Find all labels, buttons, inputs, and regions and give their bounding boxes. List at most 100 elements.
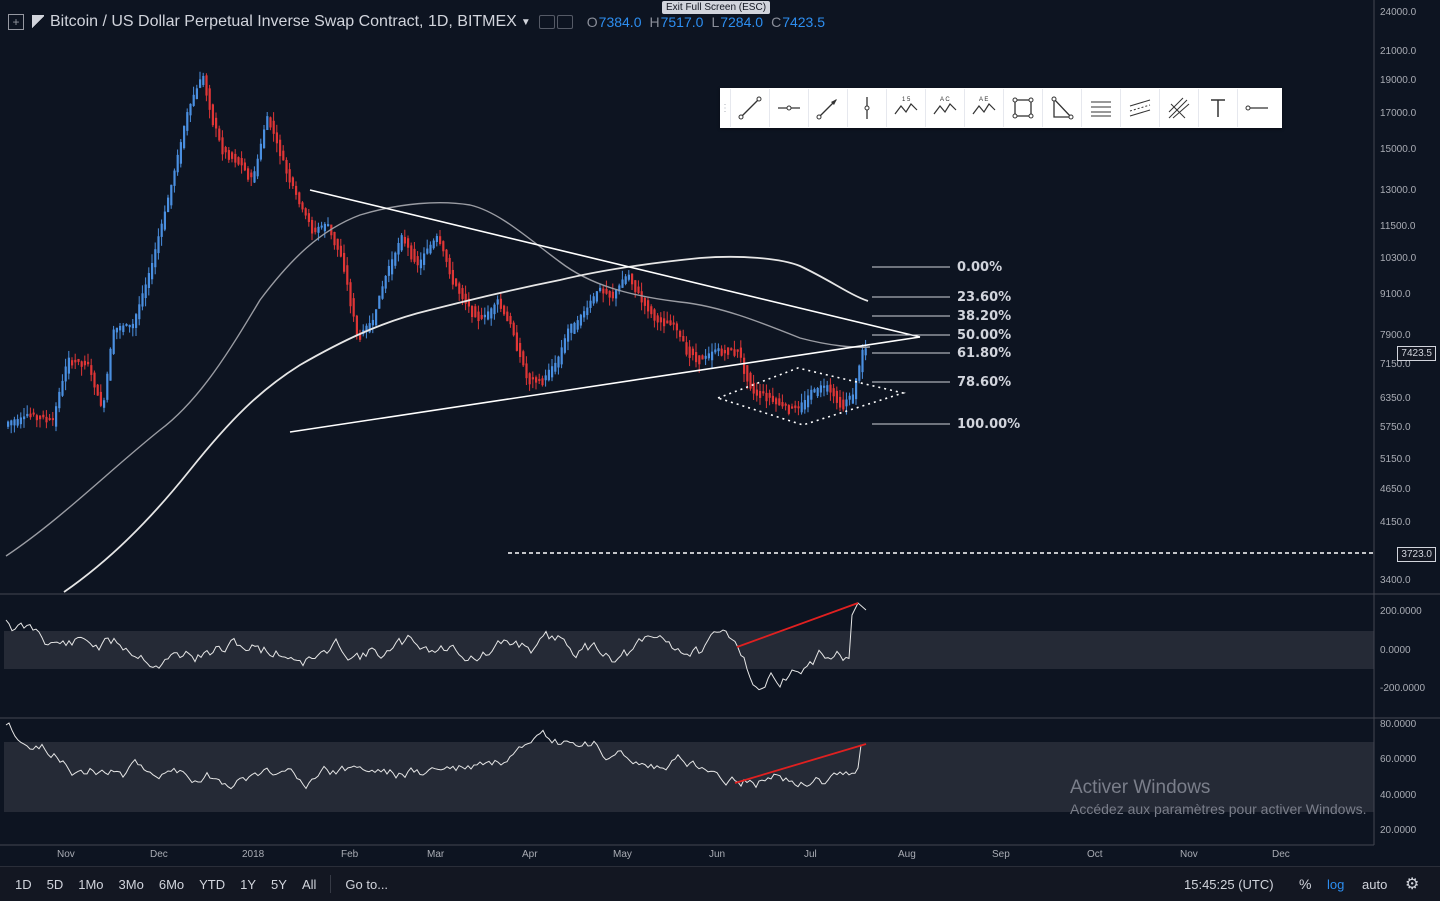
range-all[interactable]: All (301, 876, 317, 892)
price-tick: 21000.0 (1380, 46, 1417, 57)
candle-body (282, 150, 285, 161)
go-to-button[interactable]: Go to... (345, 876, 389, 892)
fib-label-786: 78.60% (957, 375, 1012, 390)
exit-fullscreen-tooltip[interactable]: Exit Full Screen (ESC) (662, 1, 771, 14)
candle-body (192, 94, 195, 106)
range-3mo[interactable]: 3Mo (118, 876, 144, 892)
percent-scale-toggle[interactable]: % (1299, 876, 1312, 892)
candle-body (583, 311, 586, 318)
candle-body (615, 290, 618, 299)
drag-handle-icon[interactable]: ⋮ (720, 102, 730, 114)
candle-body (419, 259, 422, 269)
candle-body (765, 392, 768, 402)
candle-body (480, 314, 483, 319)
chart-area[interactable]: + Bitcoin / US Dollar Perpetual Inverse … (0, 0, 1440, 866)
candle-body (327, 224, 330, 227)
range-5y[interactable]: 5Y (271, 876, 287, 892)
candle-body (832, 388, 835, 397)
range-1y[interactable]: 1Y (240, 876, 257, 892)
svg-text:1 5: 1 5 (902, 97, 911, 103)
divergence-line-2[interactable] (734, 743, 867, 784)
chevron-down-icon[interactable]: ▼ (520, 16, 531, 28)
candle-body (45, 416, 48, 423)
pitchfork-tool[interactable] (1159, 89, 1198, 127)
time-tick: Nov (1180, 849, 1198, 860)
triangle-upper-line[interactable] (309, 189, 921, 338)
triangle-lower-line[interactable] (289, 336, 921, 433)
dotted-diamond-pattern[interactable] (715, 367, 906, 426)
price-tick: 15000.0 (1380, 144, 1417, 155)
candle-body (775, 398, 778, 405)
range-5d[interactable]: 5D (46, 876, 64, 892)
plus-icon[interactable]: + (8, 14, 24, 30)
symbol-title[interactable]: Bitcoin / US Dollar Perpetual Inverse Sw… (50, 13, 517, 30)
divergence-line-1[interactable] (736, 602, 859, 648)
candle-body (141, 293, 144, 307)
triangle-tool[interactable] (1042, 89, 1081, 127)
time-tick: May (613, 849, 632, 860)
svg-text:A E: A E (979, 97, 988, 103)
candle-body (67, 357, 70, 374)
candle-body (58, 391, 61, 409)
time-tick: Feb (341, 849, 359, 860)
candle-body (669, 320, 672, 326)
candle-body (163, 211, 166, 230)
candle-body (554, 362, 557, 372)
horizontal-ray-tool[interactable] (769, 89, 808, 127)
candle-body (826, 385, 829, 392)
arrow-tool[interactable] (808, 89, 847, 127)
candle-body (458, 283, 461, 294)
candle-body (538, 378, 541, 381)
elliott-wave-tool[interactable]: A E (964, 89, 1003, 127)
candle-body (48, 418, 51, 421)
trend-line-tool[interactable] (730, 89, 769, 127)
candlestick-series[interactable] (7, 71, 867, 434)
range-6mo[interactable]: 6Mo (158, 876, 185, 892)
settings-icon[interactable] (556, 15, 573, 29)
price-tick: 7150.0 (1380, 359, 1411, 370)
drawing-toolbar[interactable]: ⋮ 1 5 A C A E (720, 88, 1282, 128)
gear-icon[interactable]: ⚙ (1405, 876, 1420, 893)
candle-body (631, 273, 634, 285)
candle-body (682, 335, 685, 342)
osc1-tick: 0.0000 (1380, 645, 1411, 656)
candle-body (51, 418, 54, 421)
chart-canvas[interactable] (0, 0, 1440, 866)
candle-body (595, 291, 598, 302)
vertical-line-tool[interactable] (847, 89, 886, 127)
eye-icon[interactable] (538, 15, 555, 29)
candle-body (855, 378, 858, 400)
candle-body (797, 406, 800, 409)
candle-body (128, 324, 131, 328)
range-ytd[interactable]: YTD (199, 876, 226, 892)
xabcd-pattern-tool[interactable]: 1 5 (886, 89, 925, 127)
price-tick: 4150.0 (1380, 517, 1411, 528)
price-tick: 24000.0 (1380, 7, 1417, 18)
moving-average-slow (63, 255, 869, 593)
range-1mo[interactable]: 1Mo (78, 876, 104, 892)
candle-body (285, 159, 288, 174)
candle-body (695, 352, 698, 363)
price-tick: 3400.0 (1380, 575, 1411, 586)
range-1d[interactable]: 1D (15, 876, 32, 892)
fib-label-100: 100.00% (957, 417, 1021, 432)
text-tool[interactable] (1198, 89, 1237, 127)
candle-body (93, 372, 96, 388)
rectangle-tool[interactable] (1003, 89, 1042, 127)
candle-body (224, 147, 227, 153)
candle-body (183, 126, 186, 149)
fib-retracement-tool[interactable] (1081, 89, 1120, 127)
candle-body (375, 309, 378, 326)
log-scale-toggle[interactable]: log (1327, 876, 1345, 892)
abcd-pattern-tool[interactable]: A C (925, 89, 964, 127)
dashed-line-price-badge: 3723.0 (1397, 547, 1436, 562)
fib-label-50: 50.00% (957, 328, 1012, 343)
series-settings-icons[interactable] (538, 15, 573, 29)
candle-body (461, 288, 464, 300)
candle-body (675, 323, 678, 331)
fib-retracement-lines[interactable] (872, 266, 950, 425)
utc-clock[interactable]: 15:45:25 (UTC) (1184, 876, 1274, 892)
horizontal-line-tool[interactable] (1237, 89, 1276, 127)
parallel-channel-tool[interactable] (1120, 89, 1159, 127)
auto-scale-toggle[interactable]: auto (1362, 876, 1388, 892)
